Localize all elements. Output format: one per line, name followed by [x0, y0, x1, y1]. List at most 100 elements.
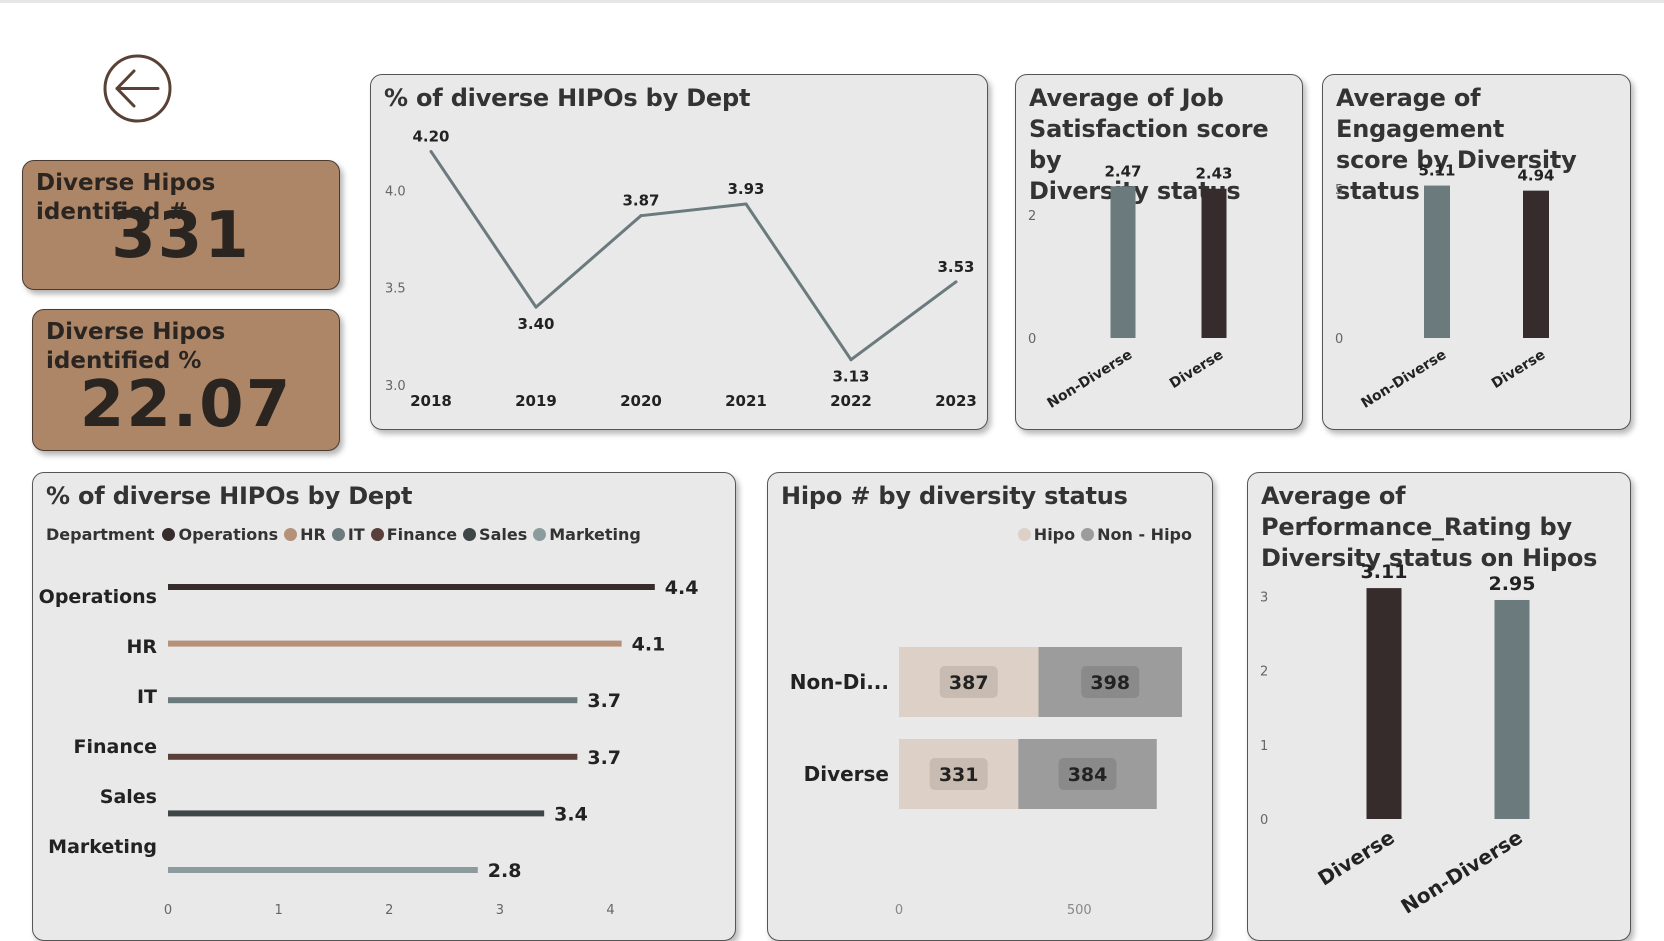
dept-legend-dot	[463, 528, 477, 541]
line-series	[429, 150, 957, 362]
dept-x-tick: 1	[274, 903, 282, 918]
hipo-data-label: 398	[1090, 672, 1130, 694]
dept-x-tick: 3	[496, 903, 504, 918]
line-data-label: 3.53	[937, 258, 974, 276]
line-data-label: 3.87	[622, 192, 659, 210]
eng-data-label: 4.94	[1517, 167, 1554, 185]
dept-bar	[168, 867, 478, 873]
job-x-tick: Diverse	[1167, 347, 1226, 392]
dept-legend-label: Marketing	[549, 525, 641, 544]
job-bar	[1201, 188, 1227, 338]
job-data-label: 2.43	[1195, 165, 1232, 183]
dept-legend-label: Sales	[479, 525, 528, 544]
performance-title: Average of Performance_Rating by Diversi…	[1261, 481, 1597, 574]
job-y-tick: 2	[1028, 209, 1036, 224]
hipo-data-label: 331	[939, 764, 979, 786]
eng-x-tick: Diverse	[1489, 347, 1548, 392]
dept-legend-label: IT	[347, 525, 365, 544]
line-x-tick: 2023	[935, 392, 977, 410]
dept-category-label: Operations	[39, 586, 157, 608]
dept-bar	[168, 697, 578, 704]
eng-title-line-3: status	[1336, 177, 1420, 205]
line-y-tick: 4.0	[385, 184, 406, 199]
dept-legend-dot	[284, 528, 298, 541]
job-satisfaction-chart: 0 2 2.47 Non-Diverse 2.43 Diverse	[1028, 162, 1233, 411]
engagement-card: Average of Engagement score by Diversity…	[1322, 74, 1631, 430]
line-point	[849, 358, 853, 362]
hipo-label-box	[939, 666, 998, 698]
engagement-title: Average of Engagement score by Diversity…	[1336, 83, 1630, 207]
line-point	[534, 305, 538, 309]
job-y-tick: 0	[1028, 332, 1036, 347]
dept-legend-dot	[533, 528, 547, 541]
eng-data-label: 5.11	[1418, 162, 1455, 180]
arrow-left-circle-icon	[103, 54, 172, 123]
dept-bar	[168, 640, 622, 647]
line-x-tick: 2022	[830, 392, 872, 410]
hipo-label-box	[1058, 758, 1117, 790]
hipo-label-box	[929, 758, 988, 790]
dept-x-tick: 2	[385, 903, 393, 918]
dept-data-label: 4.4	[665, 577, 699, 599]
job-data-label: 2.47	[1104, 162, 1141, 180]
performance-card: Average of Performance_Rating by Diversi…	[1247, 472, 1631, 941]
dept-legend-dot	[162, 528, 176, 541]
dept-data-label: 3.4	[554, 803, 588, 825]
kpi-count-card: Diverse Hipos identified # 331	[22, 160, 340, 290]
dept-bar-chart: Operations 4.4 HR 4.1 IT 3.7 Finance 3.7 Sales 3.…	[39, 577, 699, 918]
dept-category-label: Marketing	[48, 836, 157, 858]
eng-bar	[1523, 190, 1549, 338]
hipo-data-label: 384	[1068, 764, 1108, 786]
perf-x-tick: Non-Diverse	[1397, 825, 1527, 919]
line-point	[954, 280, 958, 284]
line-x-tick: 2020	[620, 392, 662, 410]
dept-data-label: 3.7	[587, 690, 621, 712]
hipo-legend-label: Non - Hipo	[1097, 525, 1192, 544]
kpi-count-value: 331	[111, 199, 251, 273]
job-bar	[1110, 186, 1136, 338]
dept-category-label: Sales	[100, 786, 157, 808]
line-x-tick: 2018	[410, 392, 452, 410]
line-chart-card: % of diverse HIPOs by Dept 3.0 3.5 4.0 4.20…	[370, 74, 988, 430]
back-button[interactable]	[102, 53, 173, 124]
kpi-pct-label: Diverse Hipos identified %	[46, 319, 226, 374]
perf-title-line-1: Average of	[1261, 482, 1406, 510]
engagement-chart: 0 5 5.11 Non-Diverse 4.94 Diverse	[1335, 162, 1555, 412]
dept-x-tick: 0	[164, 903, 172, 918]
dept-data-label: 3.7	[587, 747, 621, 769]
perf-y-tick: 2	[1260, 665, 1268, 680]
dept-legend-label: HR	[300, 525, 326, 544]
top-divider	[0, 0, 1664, 3]
hipo-chart-title: Hipo # by diversity status	[781, 482, 1128, 510]
dept-data-label: 4.1	[632, 634, 666, 656]
dept-category-label: IT	[137, 686, 157, 708]
perf-y-tick: 3	[1260, 590, 1268, 605]
dept-chart-title: % of diverse HIPOs by Dept	[46, 482, 413, 510]
perf-y-tick: 1	[1260, 739, 1268, 754]
line-data-label: 3.13	[832, 368, 869, 386]
hipo-chart-card: Hipo # by diversity status Hipo Non - Hip…	[767, 472, 1213, 941]
line-data-label: 4.20	[412, 127, 449, 145]
dept-chart-card: % of diverse HIPOs by Dept Department Op…	[32, 472, 736, 941]
dept-legend: Department Operations HR IT Finance Sales Mar…	[46, 525, 641, 544]
perf-bar	[1366, 588, 1402, 819]
hipo-stacked-chart: Non-Di... 387 398 Diverse 331 384 0 500	[790, 647, 1182, 918]
hipo-category-label: Non-Di...	[790, 670, 889, 694]
hipo-legend-dot	[1017, 528, 1031, 541]
dept-legend-title: Department	[46, 525, 155, 544]
line-data-label: 3.93	[727, 180, 764, 198]
perf-data-label: 2.95	[1489, 573, 1536, 595]
kpi-pct-value: 22.07	[79, 368, 293, 442]
kpi-pct-card: Diverse Hipos identified % 22.07	[32, 309, 340, 451]
hipo-legend-dot	[1081, 528, 1095, 541]
dept-category-label: Finance	[73, 736, 157, 758]
line-x-tick: 2021	[725, 392, 767, 410]
dept-x-tick: 4	[606, 903, 614, 918]
line-y-tick: 3.5	[385, 282, 406, 297]
eng-bar	[1424, 185, 1450, 338]
dept-bar	[168, 584, 655, 590]
hipo-legend: Hipo Non - Hipo	[1012, 525, 1192, 544]
dept-legend-dot	[370, 528, 384, 541]
line-chart-title: % of diverse HIPOs by Dept	[384, 84, 751, 112]
eng-y-tick: 5	[1335, 183, 1343, 198]
